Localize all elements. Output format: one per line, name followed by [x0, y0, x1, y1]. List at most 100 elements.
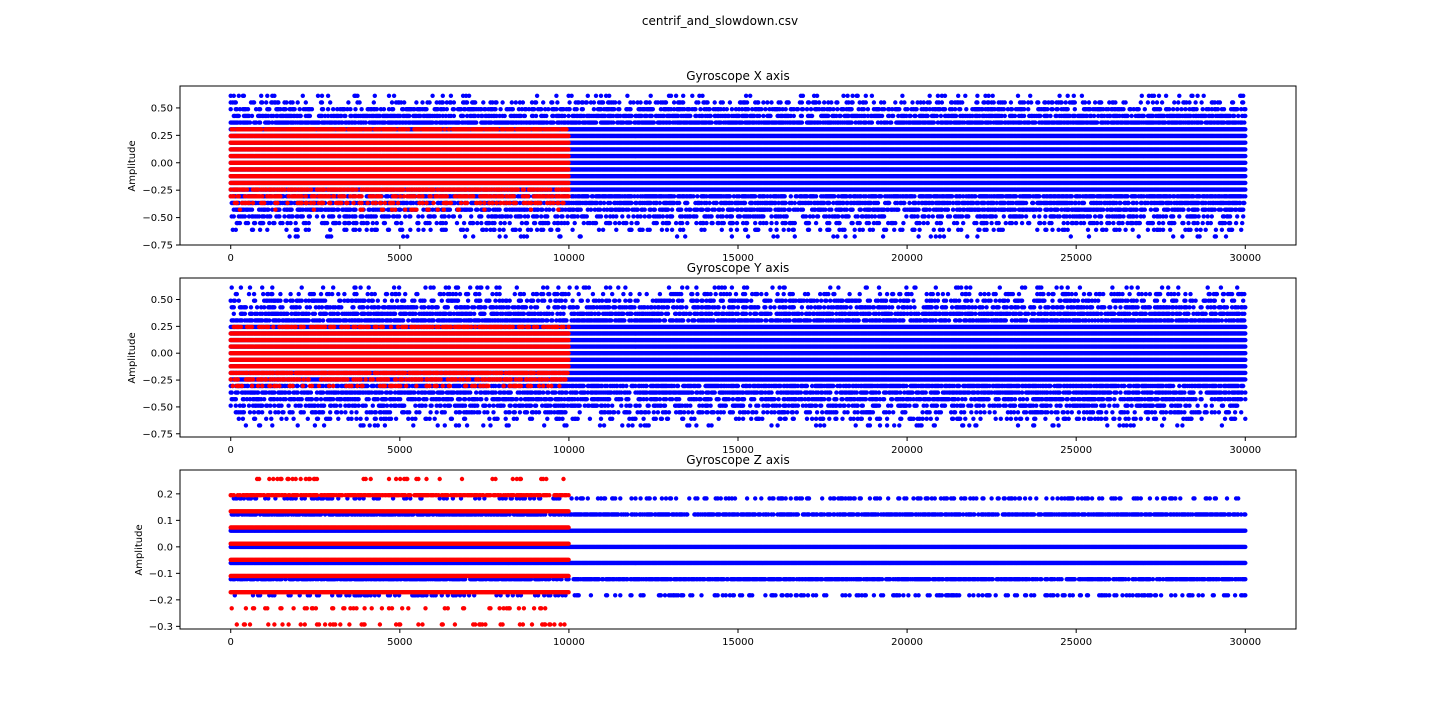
- scatter-point: [620, 214, 625, 219]
- scatter-point: [674, 234, 680, 239]
- scatter-point: [613, 220, 618, 226]
- scatter-point: [940, 227, 946, 232]
- scatter-point: [827, 227, 832, 232]
- scatter-point: [629, 220, 634, 226]
- scatter-point: [827, 220, 832, 226]
- scatter-point: [1148, 207, 1154, 212]
- scatter-point: [1212, 207, 1218, 212]
- scatter-point: [880, 234, 886, 239]
- scatter-point: [1136, 234, 1141, 239]
- scatter-point: [893, 220, 898, 226]
- scatter-point: [270, 207, 275, 212]
- scatter-point: [1069, 194, 1075, 199]
- scatter-point: [1233, 207, 1239, 212]
- scatter-point: [503, 234, 508, 239]
- scatter-point: [784, 214, 789, 219]
- scatter-point: [416, 214, 421, 219]
- scatter-point: [947, 214, 953, 219]
- scatter-point: [558, 234, 563, 239]
- scatter-point: [694, 214, 699, 219]
- scatter-point: [916, 207, 921, 212]
- scatter-point: [575, 214, 580, 219]
- scatter-point: [486, 214, 491, 219]
- scatter-point: [382, 220, 388, 226]
- scatter-point: [730, 207, 736, 212]
- scatter-point: [792, 200, 797, 206]
- scatter-point: [592, 207, 598, 212]
- scatter-point: [1023, 214, 1029, 219]
- scatter-point: [319, 207, 325, 212]
- scatter-point: [857, 227, 862, 232]
- scatter-point: [285, 220, 290, 226]
- scatter-point: [700, 207, 705, 212]
- scatter-point: [541, 227, 546, 232]
- scatter-point: [962, 207, 967, 212]
- scatter-point: [973, 194, 978, 199]
- scatter-point: [295, 227, 300, 232]
- scatter-point: [984, 227, 989, 232]
- scatter-point: [635, 207, 640, 212]
- scatter-point: [1186, 207, 1191, 212]
- scatter-point: [928, 234, 933, 239]
- scatter-point: [1239, 227, 1244, 232]
- scatter-point: [593, 220, 599, 226]
- scatter-point: [1142, 207, 1148, 212]
- scatter-point: [400, 227, 405, 232]
- scatter-point: [584, 214, 589, 219]
- scatter-point: [534, 227, 540, 232]
- scatter-point: [685, 200, 690, 206]
- scatter-point: [941, 234, 947, 239]
- scatter-point: [730, 220, 736, 226]
- scatter-point: [596, 227, 602, 232]
- scatter-point: [1227, 214, 1233, 219]
- scatter-point: [1240, 220, 1245, 226]
- scatter-point: [1241, 214, 1246, 219]
- scatter-point: [843, 234, 848, 239]
- scatter-point: [709, 214, 714, 219]
- scatter-point: [775, 234, 780, 239]
- scatter-point: [284, 227, 289, 232]
- scatter-point: [1123, 227, 1128, 232]
- scatter-point: [706, 207, 711, 212]
- scatter-point: [528, 227, 534, 232]
- scatter-point: [494, 214, 499, 219]
- scatter-point: [462, 234, 468, 239]
- scatter-point: [479, 214, 484, 219]
- scatter-point: [753, 220, 758, 226]
- scatter-point: [1044, 227, 1049, 232]
- scatter-point: [729, 214, 735, 219]
- scatter-point: [1099, 214, 1104, 219]
- scatter-point: [781, 227, 786, 232]
- scatter-point: [850, 220, 855, 226]
- scatter-point: [1171, 234, 1176, 239]
- scatter-point: [1068, 234, 1074, 239]
- scatter-point: [624, 220, 629, 226]
- scatter-point: [792, 220, 797, 226]
- scatter-point: [1001, 214, 1006, 219]
- scatter-point: [1107, 220, 1112, 226]
- scatter-point: [752, 207, 757, 212]
- scatter-point: [1172, 220, 1177, 226]
- scatter-point: [430, 207, 435, 212]
- scatter-point: [1227, 220, 1233, 226]
- scatter-point: [629, 200, 634, 206]
- scatter-point: [671, 194, 677, 199]
- scatter-point: [416, 220, 421, 226]
- scatter-point: [965, 234, 970, 239]
- scatter-point: [237, 220, 243, 226]
- scatter-point: [1177, 214, 1182, 219]
- scatter-point: [691, 194, 696, 199]
- scatter-point: [810, 214, 816, 219]
- scatter-point: [714, 200, 719, 206]
- scatter-point: [1229, 227, 1235, 232]
- scatter-point: [266, 207, 271, 212]
- scatter-point: [989, 220, 994, 226]
- scatter-point: [827, 214, 832, 219]
- scatter-point: [518, 214, 524, 219]
- scatter-point: [1111, 220, 1116, 226]
- scatter-point: [764, 220, 769, 226]
- scatter-point: [1093, 227, 1099, 232]
- scatter-point: [475, 220, 480, 226]
- scatter-point: [1038, 220, 1043, 226]
- scatter-point: [1145, 227, 1151, 232]
